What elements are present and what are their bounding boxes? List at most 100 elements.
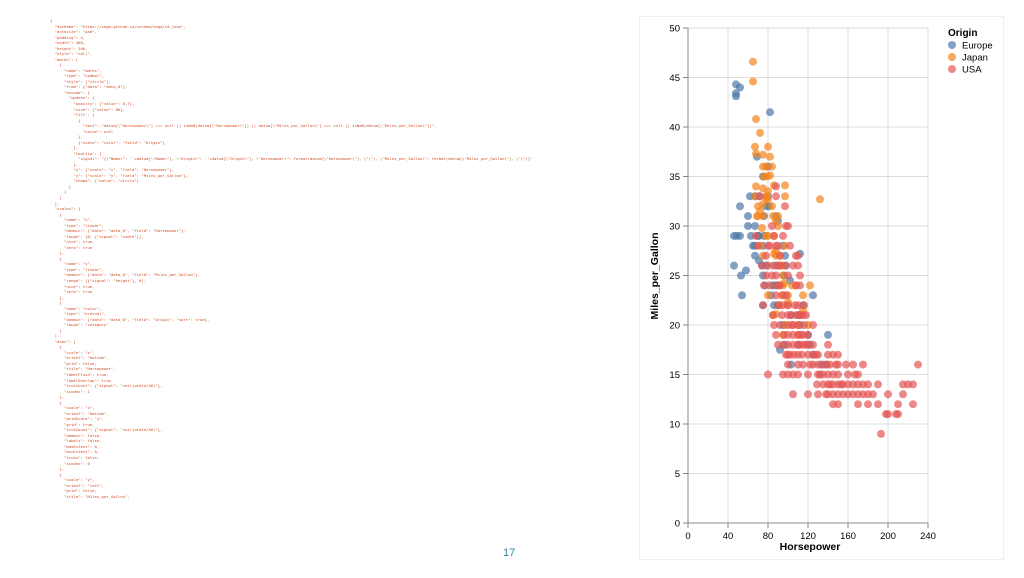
data-point [914,360,922,369]
scatter-chart: Horsepower Miles_per_Gallon 0 40 80 120 160 2… [649,24,993,554]
legend-label: Japan [962,53,988,64]
data-point [784,360,792,369]
data-point [834,360,842,369]
data-point [756,128,764,137]
data-point [884,390,892,399]
data-point [826,380,834,389]
data-point [744,222,752,230]
data-point [909,400,917,409]
data-point [849,360,857,369]
data-point [762,251,770,260]
y-tick-label: 20 [669,321,680,332]
data-point [800,301,808,310]
y-tick-label: 0 [675,519,680,530]
legend-swatch [948,65,956,73]
data-points [730,57,922,438]
data-point [776,251,784,260]
data-point [766,152,774,161]
x-tick-label: 120 [800,531,816,542]
data-point [796,281,804,290]
data-point [788,321,796,329]
vega-spec-code: { "$schema": "https://vega.github.io/sch… [50,18,533,499]
data-point [780,330,788,339]
data-point [768,222,776,230]
legend-label: USA [962,65,982,76]
data-point [909,380,917,389]
code-panel: { "$schema": "https://vega.github.io/sch… [50,18,610,578]
data-point [781,202,789,211]
legend-swatch [948,53,956,61]
data-point [786,241,794,250]
legend-label: Europe [962,41,993,52]
data-point [759,150,767,159]
y-tick-label: 5 [675,469,680,480]
data-point [809,340,817,349]
data-point [736,231,744,240]
x-tick-label: 240 [920,531,936,542]
data-point [794,370,802,379]
data-point [794,251,802,260]
data-point [752,149,760,158]
data-point [816,370,824,379]
data-point [899,390,907,399]
y-tick-label: 10 [669,420,680,431]
data-point [784,311,792,320]
x-tick-label: 200 [880,531,896,542]
data-point [781,192,789,201]
data-point [789,261,797,270]
data-point [774,212,782,221]
data-point [764,142,772,151]
data-point [894,400,902,409]
data-point [737,271,745,280]
data-point [779,370,787,379]
y-tick-label: 15 [669,370,680,381]
data-point [806,281,814,290]
data-point [779,231,787,240]
data-point [762,271,770,280]
data-point [742,266,750,275]
data-point [770,231,778,240]
data-point [859,360,867,369]
data-point [816,195,824,204]
data-point [869,390,877,399]
x-axis-title: Horsepower [780,541,841,553]
y-tick-label: 35 [669,172,680,183]
data-point [809,321,817,329]
data-point [769,311,777,320]
data-point [834,400,842,409]
data-point [776,261,784,270]
data-point [799,360,807,369]
data-point [756,192,764,201]
data-point [804,370,812,379]
data-point [759,200,767,209]
data-point [764,370,772,379]
data-point [834,350,842,359]
data-point [774,301,782,310]
y-tick-label: 25 [669,271,680,282]
data-point [732,92,740,101]
data-point [804,390,812,399]
data-point [776,281,784,290]
data-point [774,222,782,230]
data-point [824,340,832,349]
data-point [842,360,850,369]
data-point [784,271,792,280]
data-point [738,291,746,300]
data-point [770,321,778,329]
chart-panel: Horsepower Miles_per_Gallon 0 40 80 120 160 2… [640,17,1003,559]
data-point [752,231,760,240]
data-point [798,350,806,359]
data-point [794,321,802,329]
data-point [894,410,902,419]
data-point [826,360,834,369]
y-tick-label: 30 [669,222,680,233]
data-point [751,142,759,151]
x-tick-label: 0 [685,531,690,542]
data-point [824,350,832,359]
data-point [884,410,892,419]
y-tick-label: 40 [669,123,680,134]
data-point [754,241,762,250]
data-point [799,291,807,300]
data-point [768,202,776,211]
data-point [772,182,780,191]
